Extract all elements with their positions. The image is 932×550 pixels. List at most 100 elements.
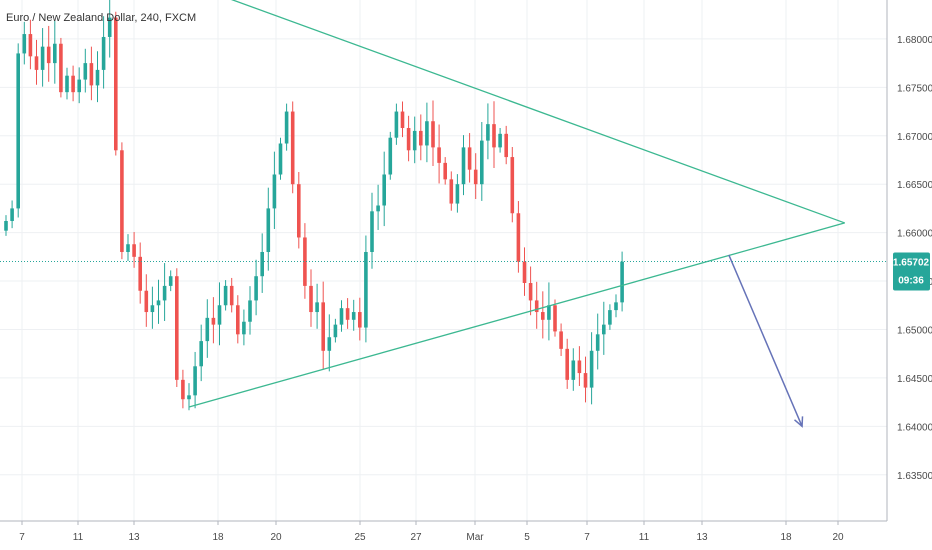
- price-tag-box: [893, 252, 930, 291]
- candle-down: [419, 130, 423, 146]
- candle-up: [126, 244, 130, 252]
- time-axis-background: [0, 521, 932, 550]
- time-tick-label: 18: [780, 532, 792, 543]
- candle-down: [28, 34, 33, 57]
- candle-down: [467, 147, 472, 170]
- candle-up: [315, 302, 319, 313]
- price-tick-label: 1.64500: [897, 374, 932, 385]
- candle-down: [565, 348, 569, 380]
- candle-up: [223, 285, 228, 306]
- time-tick-label: 13: [696, 532, 708, 543]
- time-tick-label: Mar: [466, 532, 484, 543]
- candle-down: [303, 237, 307, 286]
- candle-down: [120, 150, 124, 252]
- time-tick-label: 20: [270, 532, 282, 543]
- candle-up: [455, 184, 460, 204]
- price-tick-label: 1.67000: [897, 132, 932, 143]
- time-tick-label: 7: [19, 532, 25, 543]
- time-tick-label: 18: [212, 532, 224, 543]
- trendline: [230, 0, 845, 224]
- candle-up: [260, 251, 264, 277]
- candle-down: [297, 184, 301, 238]
- time-tick-label: 13: [128, 532, 140, 543]
- candle-up: [425, 121, 429, 146]
- candle-down: [175, 276, 179, 380]
- candle-down: [236, 305, 240, 335]
- candle-up: [65, 75, 69, 93]
- candle-up: [461, 147, 466, 185]
- trendline-layer[interactable]: [140, 0, 845, 428]
- candle-up: [394, 111, 399, 138]
- countdown-label: 09:36: [898, 275, 924, 286]
- candle-up: [364, 251, 368, 328]
- candle-up: [187, 395, 191, 400]
- candle-up: [376, 205, 380, 212]
- time-tick-label: 7: [584, 532, 590, 543]
- candle-up: [40, 46, 45, 70]
- candle-up: [248, 300, 252, 322]
- candle-down: [553, 305, 557, 332]
- candle-up: [150, 305, 155, 313]
- candle-down: [211, 317, 216, 325]
- candle-up: [266, 208, 271, 252]
- price-tick-label: 1.63500: [897, 471, 932, 482]
- candle-up: [77, 79, 81, 93]
- candle-up: [10, 208, 14, 221]
- candle-down: [510, 157, 515, 214]
- candle-up: [382, 174, 386, 206]
- candle-down: [89, 63, 94, 86]
- candle-up: [339, 308, 344, 325]
- candle-down: [34, 56, 39, 70]
- price-tick-label: 1.64000: [897, 422, 932, 433]
- candle-down: [534, 300, 539, 313]
- candle-down: [443, 162, 447, 180]
- candle-down: [473, 169, 478, 185]
- candle-up: [205, 317, 210, 342]
- projection-arrow-head: [794, 416, 804, 428]
- candle-down: [321, 302, 325, 351]
- candle-up: [620, 261, 624, 303]
- candle-up: [22, 34, 27, 54]
- candle-up: [272, 174, 277, 209]
- time-axis[interactable]: 7 11 13 18 20 25 27 Mar 5 7 11 13 18 20: [0, 520, 932, 550]
- last-price-label: 1.65702: [893, 257, 930, 268]
- candle-down: [437, 147, 441, 163]
- candle-up: [242, 321, 246, 335]
- candle-up: [168, 276, 173, 286]
- candle-up: [608, 310, 612, 325]
- candle-down: [541, 312, 545, 320]
- candle-up: [547, 305, 551, 320]
- candle-up: [388, 137, 393, 175]
- candle-down: [46, 46, 51, 64]
- candle-down: [492, 124, 496, 148]
- candle-up: [480, 140, 484, 185]
- candle-up: [595, 334, 600, 351]
- time-tick-label: 20: [832, 532, 844, 543]
- candle-up: [370, 211, 374, 252]
- price-tick-label: 1.67500: [897, 83, 932, 94]
- grid-layer: [0, 0, 887, 521]
- candle-down: [59, 43, 63, 93]
- candle-down: [290, 111, 295, 185]
- candle-down: [358, 312, 362, 328]
- time-tick-label: 27: [410, 532, 422, 543]
- candle-up: [162, 285, 167, 301]
- candle-up: [278, 143, 283, 175]
- candle-up: [83, 63, 88, 80]
- candle-up: [199, 341, 203, 367]
- candle-down: [577, 360, 582, 374]
- candle-down: [144, 290, 149, 313]
- candle-up: [16, 53, 20, 209]
- candle-up: [95, 69, 100, 86]
- candle-up: [156, 300, 161, 306]
- candle-down: [559, 331, 563, 349]
- candle-down: [71, 75, 75, 93]
- candle-down: [345, 308, 350, 320]
- candle-up: [498, 133, 502, 148]
- candle-down: [504, 133, 508, 158]
- price-tick-label: 1.65000: [897, 325, 932, 336]
- price-tick-label: 1.66500: [897, 180, 932, 191]
